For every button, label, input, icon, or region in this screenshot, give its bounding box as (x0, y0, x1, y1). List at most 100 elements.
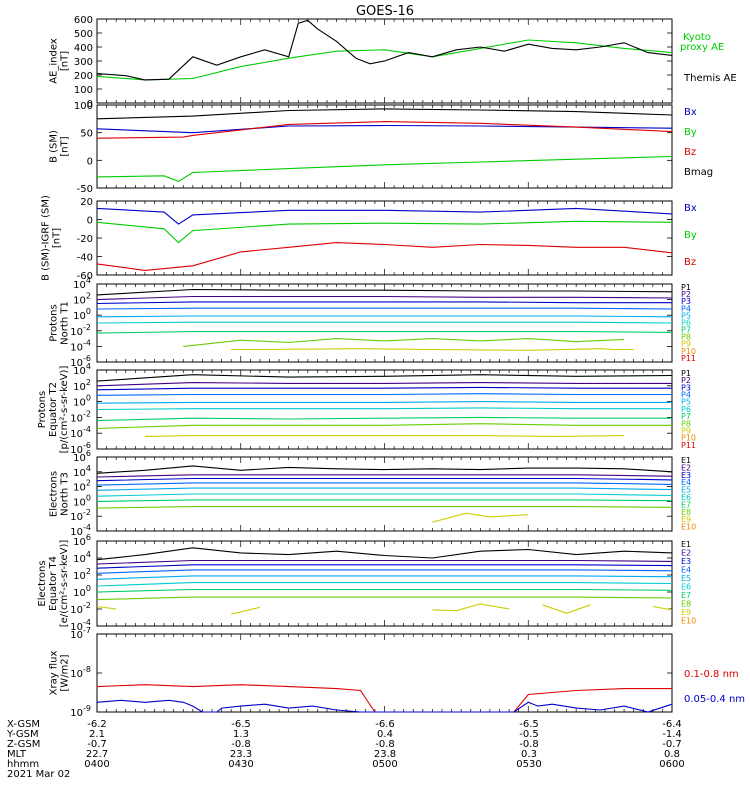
y-tick-label: 10-9 (70, 704, 91, 719)
series-line-e9e (652, 605, 673, 611)
legend-e6: E6 (681, 583, 691, 592)
y-tick-label: 50 (80, 129, 93, 140)
series-line-bx (96, 207, 673, 225)
y-tick-label: 20 (80, 197, 93, 208)
footer-value: 1.3 (233, 729, 249, 740)
y-tick-label: 10-8 (70, 665, 91, 680)
series-line-e7 (96, 499, 673, 502)
legend-p10: P10 (681, 434, 696, 443)
legend-p1: P1 (681, 283, 691, 292)
series-line-p7 (96, 331, 673, 334)
footer-value: 0500 (372, 759, 397, 770)
series-line-p5 (96, 401, 672, 404)
legend-e10: E10 (681, 617, 696, 626)
y-tick-label: 102 (73, 292, 91, 307)
y-tick-label: -40 (77, 253, 93, 264)
legend-p9: P9 (681, 340, 691, 349)
series-line-p9 (231, 348, 634, 351)
series-line-p4 (96, 307, 673, 310)
legend-e6: E6 (681, 493, 691, 502)
y-tick-label: 600 (74, 15, 93, 26)
series-line-p7 (96, 416, 672, 422)
y-tick-label: 100 (73, 493, 91, 508)
y-tick-label: 400 (74, 43, 93, 54)
series-line-e9d (542, 604, 591, 614)
series-line-e9c (432, 603, 510, 612)
legend-bmag: Bmag (684, 167, 713, 178)
legend-p4: P4 (681, 391, 691, 400)
legend-e5: E5 (681, 574, 691, 583)
series-line-e6 (96, 582, 673, 587)
y-tick-label: 102 (73, 567, 91, 582)
y-tick-label: 10-7 (70, 626, 91, 641)
series-line-e9 (432, 512, 529, 523)
footer-value: -6.2 (87, 719, 107, 730)
legend-kyoto-2: proxy AE (680, 42, 724, 53)
series-line-themis-ae (96, 19, 673, 81)
footer-row-label: 2021 Mar 02 (7, 769, 70, 780)
y-tick-label: 104 (73, 464, 91, 479)
series-line-e9 (96, 605, 117, 610)
footer-value: 23.8 (374, 749, 396, 760)
y-tick-label: 10-4 (70, 523, 91, 538)
y-tick-label: 100 (74, 85, 93, 96)
y-axis-label: Equator T4 (48, 556, 59, 611)
y-tick-label: 10-2 (70, 323, 91, 338)
series-line-e3 (96, 477, 673, 482)
series-line-p8 (96, 423, 672, 430)
y-tick-label: 10-4 (70, 338, 91, 353)
y-tick-label: 10-6 (70, 441, 91, 456)
legend-p7: P7 (681, 412, 691, 421)
footer-value: -0.7 (87, 739, 107, 750)
y-axis-label: Electrons (37, 560, 48, 606)
footer-value: -0.8 (231, 739, 251, 750)
legend-p6: P6 (681, 318, 691, 327)
legend-e10: E10 (681, 523, 696, 532)
y-axis-label: Equator T2 (48, 382, 59, 437)
legend-e1: E1 (681, 540, 691, 549)
legend-p6: P6 (681, 405, 691, 414)
y-axis-label: Protons (37, 391, 48, 428)
series-line-e8 (96, 596, 673, 601)
legend-p11: P11 (681, 441, 696, 450)
y-axis-label: North T1 (60, 301, 71, 345)
legend-e9: E9 (681, 608, 691, 617)
y-tick-label: 10-2 (70, 601, 91, 616)
y-axis-label: [p/(cm²-s-sr-keV)] (59, 366, 70, 454)
panel-frame-4 (96, 283, 673, 363)
legend-e8: E8 (681, 508, 691, 517)
series-line-p3 (96, 301, 672, 305)
series-line-p9 (144, 435, 625, 437)
footer-value: -6.6 (375, 719, 395, 730)
y-axis-label: Xray flux (49, 651, 60, 696)
legend-e4: E4 (681, 478, 691, 487)
y-axis-label: [nT] (60, 136, 71, 156)
footer-value: 0400 (84, 759, 109, 770)
legend-p10: P10 (681, 347, 696, 356)
footer-value: -0.5 (519, 729, 539, 740)
series-line-e1 (96, 547, 673, 561)
y-tick-label: 10-6 (70, 354, 91, 369)
y-tick-label: 100 (73, 394, 91, 409)
legend-p9: P9 (681, 426, 691, 435)
y-tick-label: 106 (73, 533, 91, 548)
y-tick-label: 100 (73, 307, 91, 322)
y-tick-label: 10-4 (70, 425, 91, 440)
footer-row-label: X-GSM (7, 719, 40, 730)
series-line-kyoto-proxy-ae (96, 39, 673, 81)
panel-frame-8 (96, 633, 673, 713)
legend-bz: Bz (684, 257, 696, 268)
legend-p3: P3 (681, 383, 691, 392)
plot-title: GOES-16 (356, 4, 414, 19)
series-line-e2 (96, 559, 673, 565)
series-line-bmag (96, 108, 673, 120)
legend-p8: P8 (681, 419, 691, 428)
y-axis-label: [nT] (60, 51, 71, 71)
legend-p5: P5 (681, 398, 691, 407)
panel-frame-5 (96, 369, 673, 450)
footer-value: 22.7 (86, 749, 108, 760)
footer-row-label: MLT (7, 749, 27, 760)
series-line-e9b (231, 606, 261, 615)
series-line-p8 (183, 338, 625, 347)
